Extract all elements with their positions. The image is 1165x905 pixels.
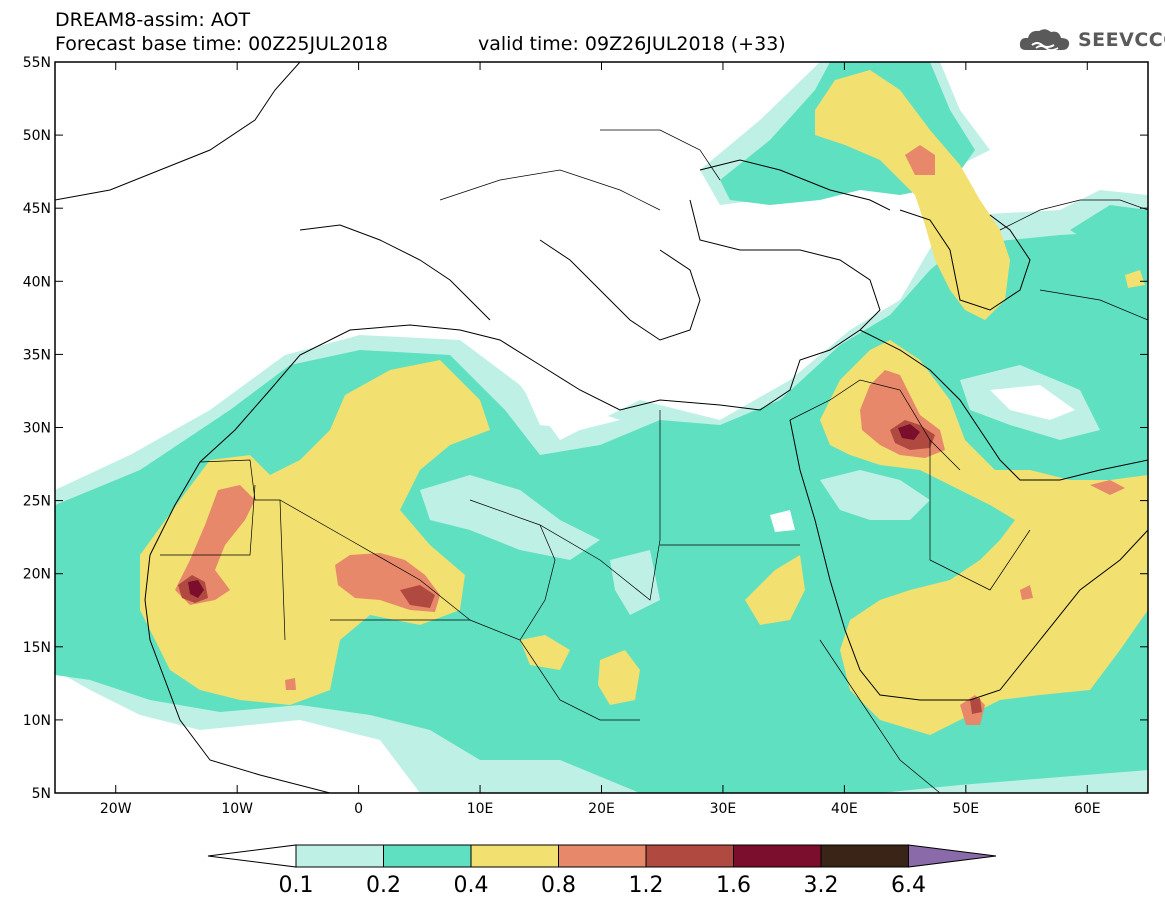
- logo-text: SEEVCCC: [1078, 29, 1165, 51]
- lat-tick-label: 45N: [23, 201, 51, 217]
- colorbar-label: 6.4: [891, 873, 926, 898]
- colorbar-high-arrow: [908, 844, 997, 868]
- colorbar-segment: [733, 844, 822, 868]
- lat-tick-label: 10N: [23, 713, 51, 729]
- lat-tick-label: 20N: [23, 567, 51, 583]
- colorbar-label: 1.6: [716, 873, 751, 898]
- cloud-icon: [1019, 29, 1070, 51]
- valid-time: valid time: 09Z26JUL2018 (+33): [478, 33, 786, 55]
- map-title: DREAM8-assim: AOT: [55, 9, 251, 31]
- lon-tick-label: 50E: [952, 801, 979, 817]
- lon-tick-label: 60E: [1074, 801, 1101, 817]
- colorbar-segment: [645, 844, 734, 868]
- colorbar-segment: [470, 844, 559, 868]
- colorbar-label: 3.2: [804, 873, 839, 898]
- map-axes: 20W 10W 0 10E 20E 30E 40E 50E 60E 55N 50N 45N 40N 35N…: [23, 55, 1148, 817]
- colorbar-segment: [820, 844, 909, 868]
- lon-tick-label: 20W: [100, 801, 132, 817]
- lat-tick-label: 25N: [23, 494, 51, 510]
- colorbar-segment: [295, 844, 384, 868]
- colorbar-low-arrow: [207, 844, 297, 868]
- lon-tick-label: 40E: [831, 801, 858, 817]
- lat-tick-label: 30N: [23, 421, 51, 437]
- aot-field: [55, 62, 1148, 793]
- seevccc-logo: SEEVCCC: [1018, 26, 1165, 54]
- colorbar-label: 0.2: [366, 873, 401, 898]
- lat-tick-label: 55N: [23, 55, 51, 71]
- colorbar: 0.1 0.2 0.4 0.8 1.2 1.6 3.2 6.4: [207, 844, 997, 898]
- colorbar-segment: [383, 844, 472, 868]
- lat-tick-label: 35N: [23, 347, 51, 363]
- lat-tick-label: 40N: [23, 274, 51, 290]
- lat-tick-label: 5N: [32, 786, 51, 802]
- forecast-base-time: Forecast base time: 00Z25JUL2018: [55, 33, 388, 55]
- lon-tick-label: 20E: [588, 801, 615, 817]
- colorbar-segment: [558, 844, 647, 868]
- colorbar-label: 1.2: [629, 873, 664, 898]
- colorbar-label: 0.4: [454, 873, 489, 898]
- lon-tick-label: 30E: [710, 801, 737, 817]
- lon-tick-label: 0: [354, 801, 363, 817]
- lon-tick-label: 10E: [467, 801, 494, 817]
- lon-tick-label: 10W: [221, 801, 253, 817]
- lat-tick-label: 50N: [23, 128, 51, 144]
- colorbar-label: 0.8: [541, 873, 576, 898]
- colorbar-label: 0.1: [279, 873, 314, 898]
- lat-tick-label: 15N: [23, 640, 51, 656]
